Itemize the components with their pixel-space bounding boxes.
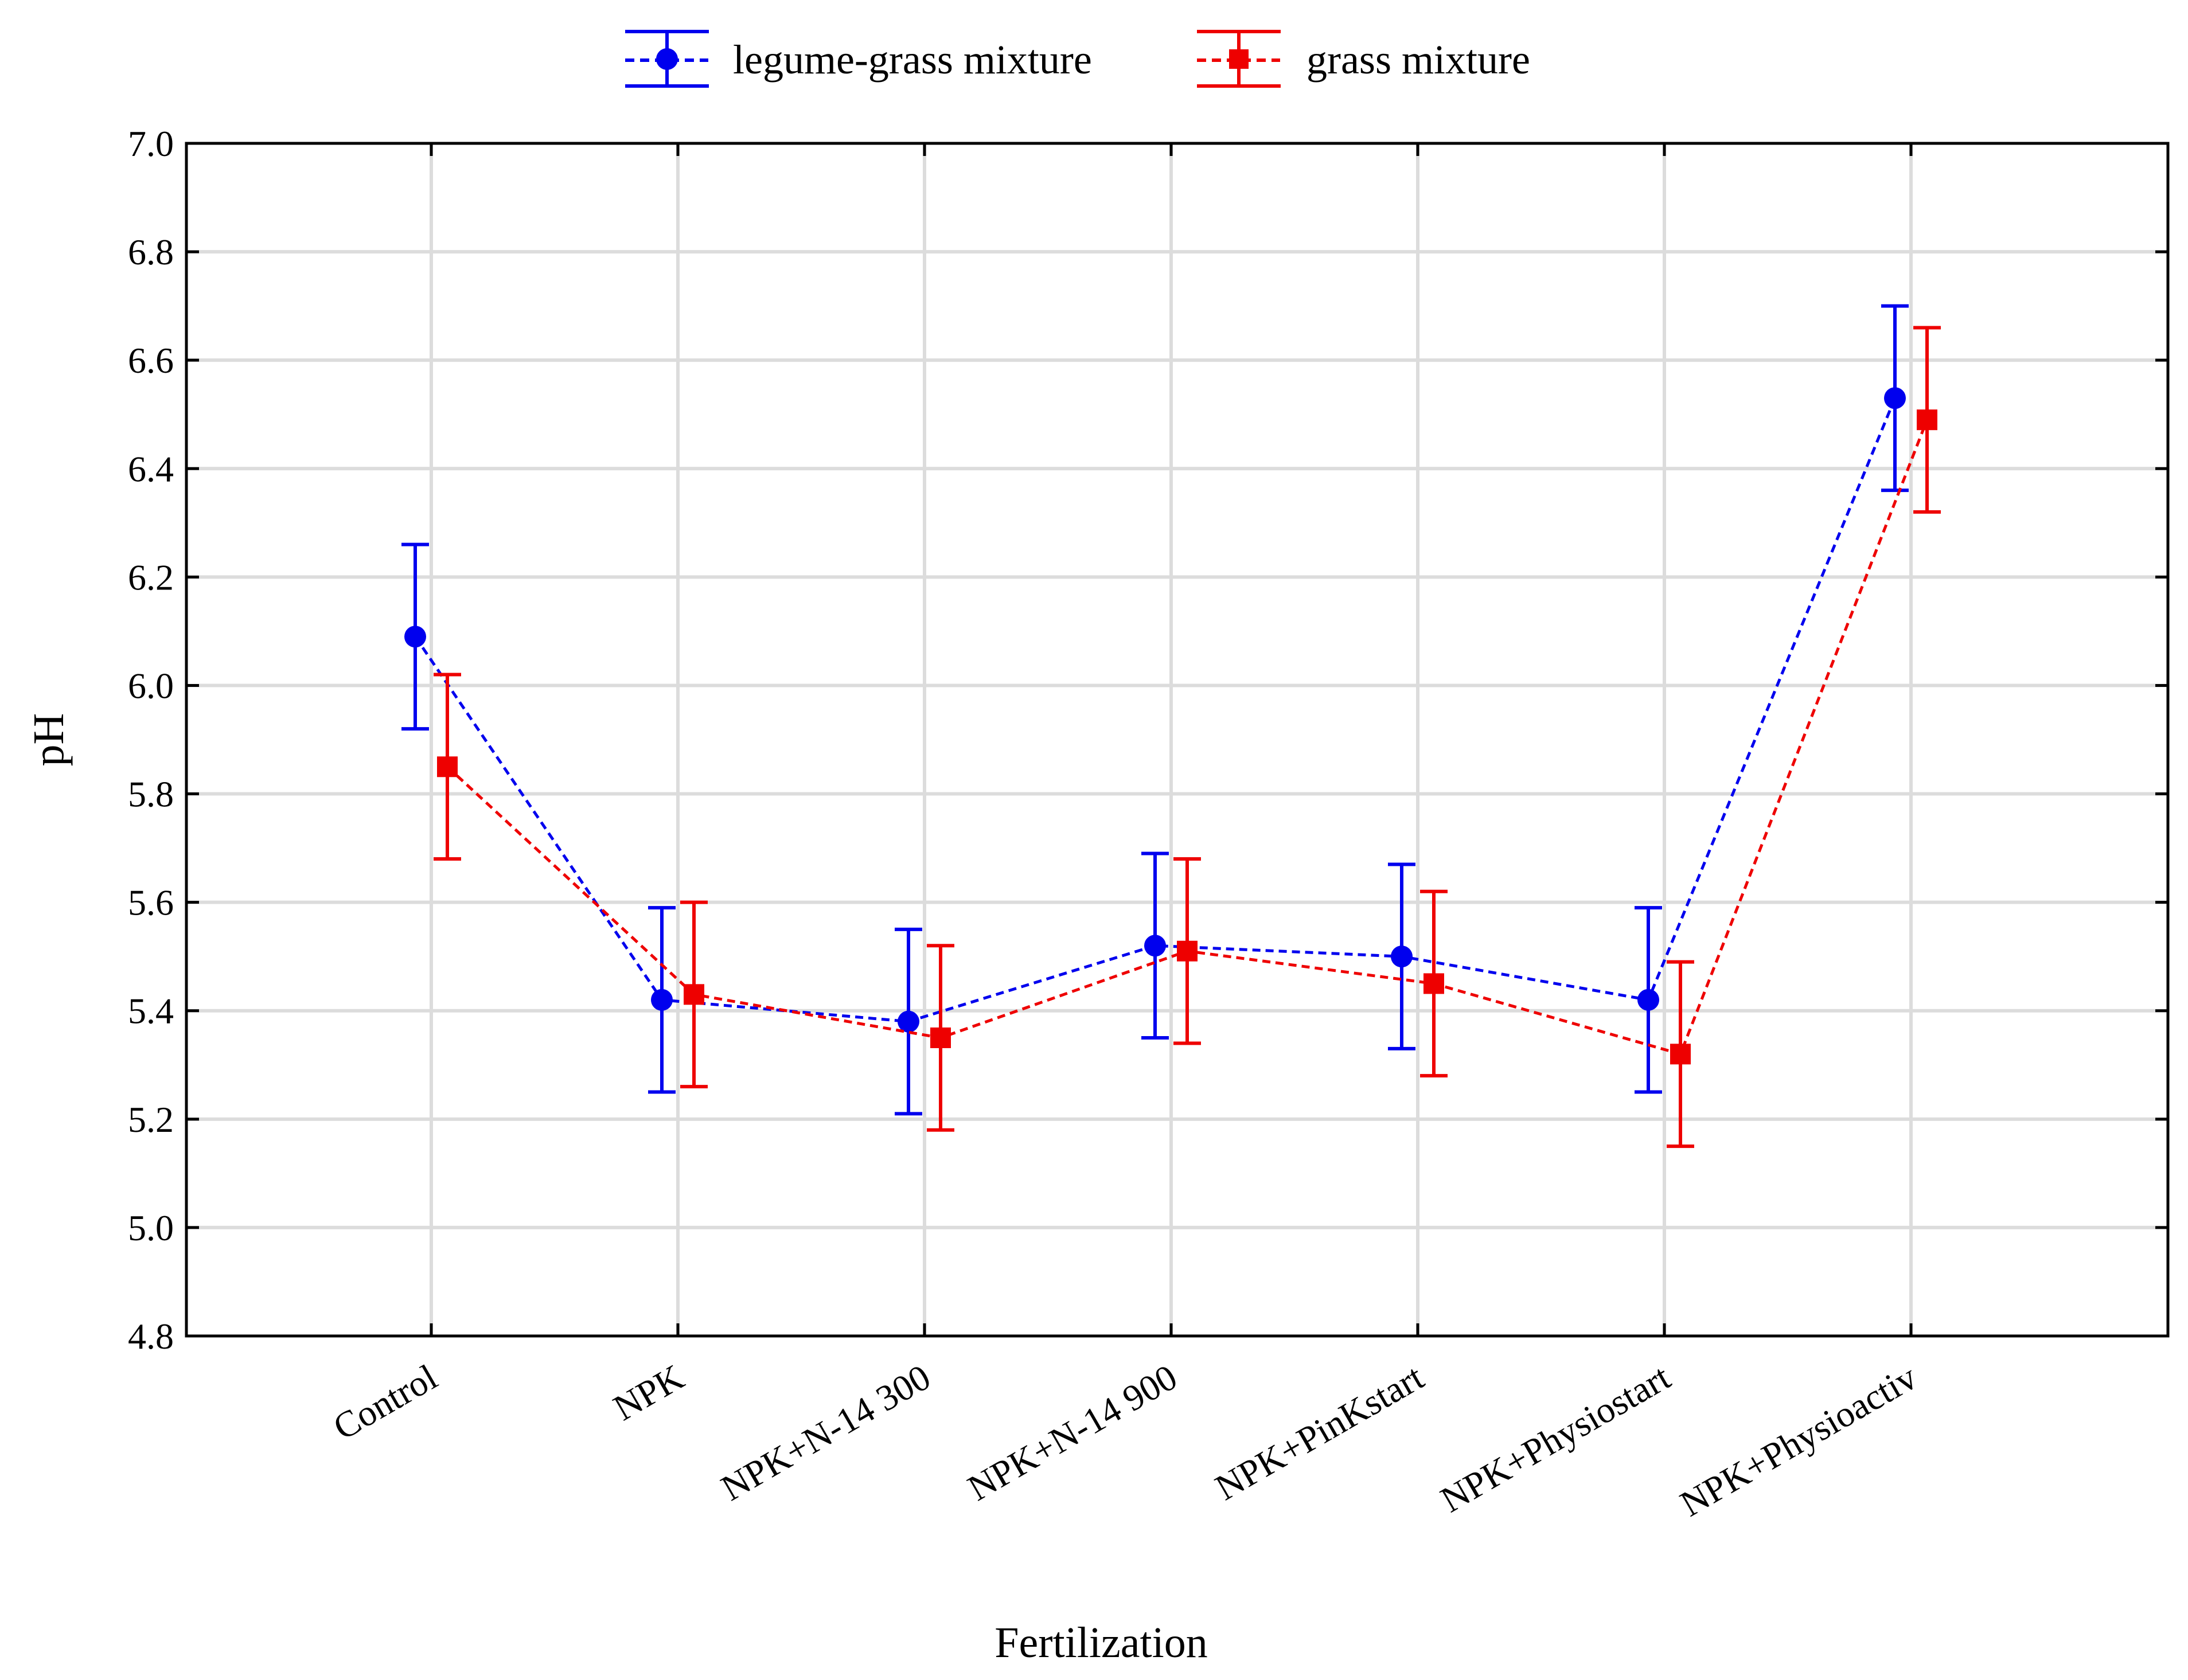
data-point-legume-grass-mixture <box>1637 989 1659 1011</box>
legend-item-legume-grass: legume-grass mixture <box>625 30 1092 88</box>
legend-marker-grass <box>1229 49 1249 69</box>
series-layer <box>401 304 1941 1148</box>
x-tick-label-npk-physioactiv: NPK+Physioactiv <box>1674 1357 1924 1525</box>
legend-label-grass: grass mixture <box>1306 37 1530 83</box>
x-axis-title: Fertilization <box>994 1619 1207 1667</box>
ticks-layer: 4.8 5.0 5.2 5.4 5.6 5.8 6.0 6.2 6.4 6.6 6.8 7.0 Cont… <box>128 123 2168 1525</box>
data-point-grass-mixture <box>1917 409 1937 431</box>
data-point-grass-mixture <box>930 1027 951 1048</box>
x-tick-label-npk-pinkstart: NPK+PinKstart <box>1208 1357 1430 1509</box>
y-tick-label: 6.2 <box>128 557 174 597</box>
y-tick-label: 4.8 <box>128 1316 174 1357</box>
data-point-legume-grass-mixture <box>898 1010 919 1033</box>
data-point-grass-mixture <box>1423 973 1444 994</box>
y-tick-label: 7.0 <box>128 123 174 164</box>
series-grass-mixture <box>434 326 1941 1148</box>
legend-marker-legume-grass <box>656 48 678 70</box>
data-point-legume-grass-mixture <box>404 626 426 648</box>
data-point-legume-grass-mixture <box>1144 935 1166 957</box>
y-axis-title: pH <box>25 713 73 767</box>
x-tick-label-npk: NPK <box>607 1357 691 1429</box>
y-tick-label: 6.8 <box>128 232 174 272</box>
y-tick-label: 6.0 <box>128 665 174 706</box>
y-tick-label: 6.4 <box>128 448 174 489</box>
y-tick-label: 5.8 <box>128 774 174 815</box>
data-point-grass-mixture <box>1670 1044 1691 1065</box>
data-point-grass-mixture <box>437 756 458 778</box>
data-point-legume-grass-mixture <box>1884 387 1906 409</box>
legend-label-legume-grass: legume-grass mixture <box>733 37 1092 83</box>
data-point-grass-mixture <box>684 984 704 1005</box>
series-legume-grass-mixture <box>401 304 1909 1116</box>
data-point-legume-grass-mixture <box>651 989 673 1011</box>
x-tick-label-control: Control <box>326 1357 444 1448</box>
y-tick-label: 5.0 <box>128 1208 174 1248</box>
x-tick-label-npk-n-14-300: NPK+N-14 300 <box>714 1357 937 1509</box>
legend-item-grass: grass mixture <box>1197 30 1530 88</box>
y-tick-label: 6.6 <box>128 340 174 381</box>
data-point-grass-mixture <box>1177 940 1198 962</box>
plot-frame <box>185 142 2170 1338</box>
x-tick-label-npk-physiostart: NPK+Physiostart <box>1434 1357 1677 1521</box>
y-tick-label: 5.6 <box>128 882 174 923</box>
legend: legume-grass mixture grass mixture <box>625 30 1530 88</box>
grid-layer <box>186 143 2168 1336</box>
y-tick-label: 5.2 <box>128 1099 174 1140</box>
y-tick-label: 5.4 <box>128 991 174 1032</box>
data-point-legume-grass-mixture <box>1391 946 1413 968</box>
x-tick-label-npk-n-14-900: NPK+N-14 900 <box>961 1357 1184 1509</box>
